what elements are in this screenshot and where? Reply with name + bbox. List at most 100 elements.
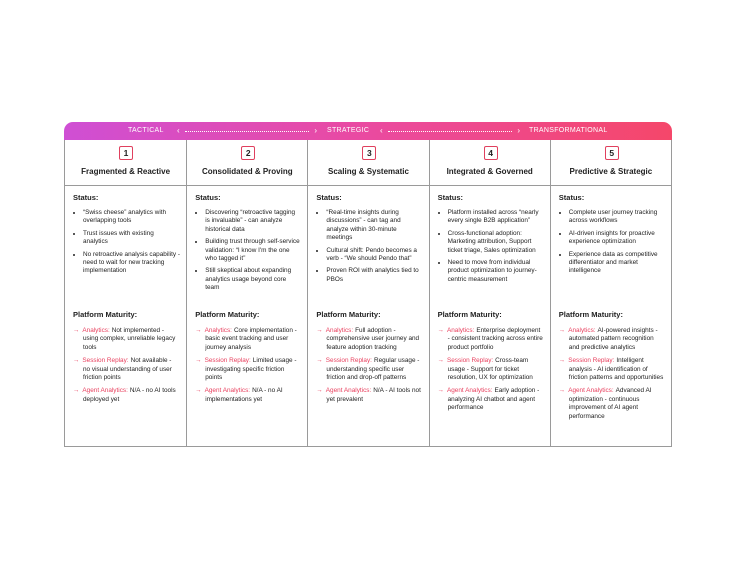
stage-title: Fragmented & Reactive — [81, 167, 171, 176]
maturity-list: Analytics:Enterprise deployment - consis… — [438, 327, 544, 418]
stage-number: 3 — [362, 146, 377, 160]
maturity-label: Platform Maturity: — [195, 310, 260, 319]
stage-title: Integrated & Governed — [446, 167, 533, 176]
maturity-text: Intelligent analysis - AI identification… — [568, 357, 664, 382]
stage-label: TRANSFORMATIONAL — [529, 127, 608, 134]
maturity-text: Core implementation - basic event tracki… — [205, 327, 297, 351]
maturity-label: Platform Maturity: — [558, 310, 623, 319]
stage-column: 3 Scaling & Systematic Status: “Real-time i… — [307, 140, 429, 446]
stage-label: TACTICAL — [128, 127, 164, 134]
status-label: Status: — [437, 193, 464, 202]
stage-title: Scaling & Systematic — [328, 167, 409, 176]
status-item: AI-driven insights for proactive experie… — [569, 230, 665, 247]
header-band: TACTICAL ‹ › STRATEGIC ‹ › TRANSFORMATIONA… — [64, 122, 672, 140]
status-item: “Swiss cheese” analytics with overlappin… — [83, 209, 180, 226]
status-list: Platform installed across “nearly every … — [438, 209, 544, 288]
maturity-key: Agent Analytics: — [82, 387, 128, 395]
maturity-key: Agent Analytics: — [325, 387, 372, 395]
maturity-text: Full adoption - comprehensive user journ… — [326, 327, 420, 351]
status-item: No retroactive analysis capability - nee… — [83, 251, 180, 276]
status-item: Cross-functional adoption: Marketing att… — [448, 230, 544, 255]
maturity-item: Session Replay:Cross-team usage - Suppor… — [438, 357, 544, 382]
divider — [65, 185, 187, 186]
maturity-item: Agent Analytics:N/A - no AI implementati… — [195, 387, 301, 404]
maturity-text: AI-powered insights - automated pattern … — [568, 327, 658, 351]
maturity-list: Analytics:Full adoption - comprehensive … — [316, 327, 422, 409]
stage-title: Consolidated & Proving — [201, 167, 293, 176]
maturity-key: Analytics: — [325, 327, 354, 334]
maturity-key: Session Replay: — [204, 357, 251, 365]
maturity-item: Analytics:Core implementation - basic ev… — [195, 327, 301, 352]
maturity-model: TACTICAL ‹ › STRATEGIC ‹ › TRANSFORMATIONA… — [64, 122, 672, 447]
status-list: “Real-time insights during discussions” … — [316, 209, 422, 288]
divider — [308, 185, 429, 186]
maturity-key: Session Replay: — [568, 357, 615, 365]
table-body: 1 Fragmented & Reactive Status: “Swiss chee… — [64, 140, 672, 447]
maturity-text: N/A - AI tools not yet prevalent — [326, 387, 421, 403]
maturity-text: Not available - no visual understanding … — [83, 357, 172, 382]
status-label: Status: — [195, 193, 221, 202]
divider — [550, 185, 671, 186]
maturity-item: Analytics:AI-powered insights - automate… — [559, 327, 665, 352]
maturity-item: Agent Analytics:Advanced AI optimization… — [559, 387, 665, 421]
maturity-key: Agent Analytics: — [204, 387, 251, 395]
maturity-key: Analytics: — [446, 327, 475, 334]
stage-column: 5 Predictive & Strategic Status: Complete u… — [549, 140, 671, 446]
maturity-list: Analytics:AI-powered insights - automate… — [559, 327, 665, 426]
arrow: ‹ › — [380, 126, 520, 135]
maturity-label: Platform Maturity: — [437, 310, 502, 319]
status-item: Building trust through self-service vali… — [205, 238, 301, 263]
maturity-text: Regular usage - understanding specific u… — [326, 357, 420, 382]
maturity-item: Session Replay:Regular usage - understan… — [316, 357, 422, 382]
maturity-key: Agent Analytics: — [446, 387, 493, 395]
maturity-label: Platform Maturity: — [316, 310, 381, 319]
status-item: Need to move from individual product opt… — [448, 259, 544, 284]
maturity-key: Analytics: — [568, 327, 596, 334]
status-list: Complete user journey tracking across wo… — [559, 209, 665, 280]
maturity-text: Advanced AI optimization - continuous im… — [568, 387, 652, 420]
status-list: Discovering “retroactive tagging is inva… — [195, 209, 301, 297]
maturity-item: Analytics:Enterprise deployment - consis… — [438, 327, 544, 352]
maturity-list: Analytics:Core implementation - basic ev… — [195, 327, 301, 409]
stage-column: 4 Integrated & Governed Status: Platform in… — [428, 140, 550, 446]
stage-column: 1 Fragmented & Reactive Status: “Swiss chee… — [65, 140, 187, 446]
stage-number: 5 — [604, 146, 619, 160]
maturity-key: Agent Analytics: — [568, 387, 614, 395]
maturity-text: Early adoption - analyzing AI chatbot an… — [447, 387, 540, 412]
status-item: Platform installed across “nearly every … — [448, 209, 544, 226]
stage-title: Predictive & Strategic — [569, 167, 653, 176]
maturity-label: Platform Maturity: — [73, 310, 138, 319]
arrow: ‹ › — [177, 126, 317, 135]
maturity-text: Enterprise deployment - consistent track… — [447, 327, 543, 351]
maturity-item: Session Replay:Limited usage - investiga… — [195, 357, 301, 382]
maturity-key: Analytics: — [82, 327, 110, 334]
status-item: Trust issues with existing analytics — [83, 230, 180, 247]
maturity-text: N/A - no AI tools deployed yet — [83, 387, 176, 403]
maturity-key: Session Replay: — [325, 357, 372, 365]
status-item: “Real-time insights during discussions” … — [326, 209, 422, 243]
maturity-item: Session Replay:Not available - no visual… — [73, 357, 180, 382]
maturity-text: Not implemented - using complex, unrelia… — [83, 327, 176, 351]
status-list: “Swiss cheese” analytics with overlappin… — [73, 209, 180, 280]
maturity-list: Analytics:Not implemented - using comple… — [73, 327, 180, 409]
maturity-key: Session Replay: — [82, 357, 129, 365]
status-item: Complete user journey tracking across wo… — [569, 209, 665, 226]
maturity-item: Analytics:Not implemented - using comple… — [73, 327, 180, 352]
maturity-item: Agent Analytics:Early adoption - analyzi… — [438, 387, 544, 412]
divider — [187, 185, 308, 186]
status-item: Discovering “retroactive tagging is inva… — [205, 209, 301, 234]
stage-number: 2 — [241, 146, 256, 160]
divider — [429, 185, 550, 186]
stage-number: 1 — [119, 146, 133, 160]
status-item: Proven ROI with analytics tied to PBOs — [326, 267, 422, 284]
maturity-key: Session Replay: — [446, 357, 494, 365]
maturity-item: Agent Analytics:N/A - AI tools not yet p… — [316, 387, 422, 404]
status-item: Still skeptical about expanding analytic… — [205, 267, 301, 292]
status-item: Cultural shift: Pendo becomes a verb - “… — [326, 247, 422, 264]
maturity-item: Agent Analytics:N/A - no AI tools deploy… — [73, 387, 180, 404]
status-item: Experience data as competitive different… — [569, 251, 665, 276]
maturity-text: N/A - no AI implementations yet — [205, 387, 283, 403]
maturity-item: Analytics:Full adoption - comprehensive … — [316, 327, 422, 352]
maturity-key: Analytics: — [204, 327, 232, 334]
maturity-text: Limited usage - investigating specific f… — [205, 357, 297, 382]
